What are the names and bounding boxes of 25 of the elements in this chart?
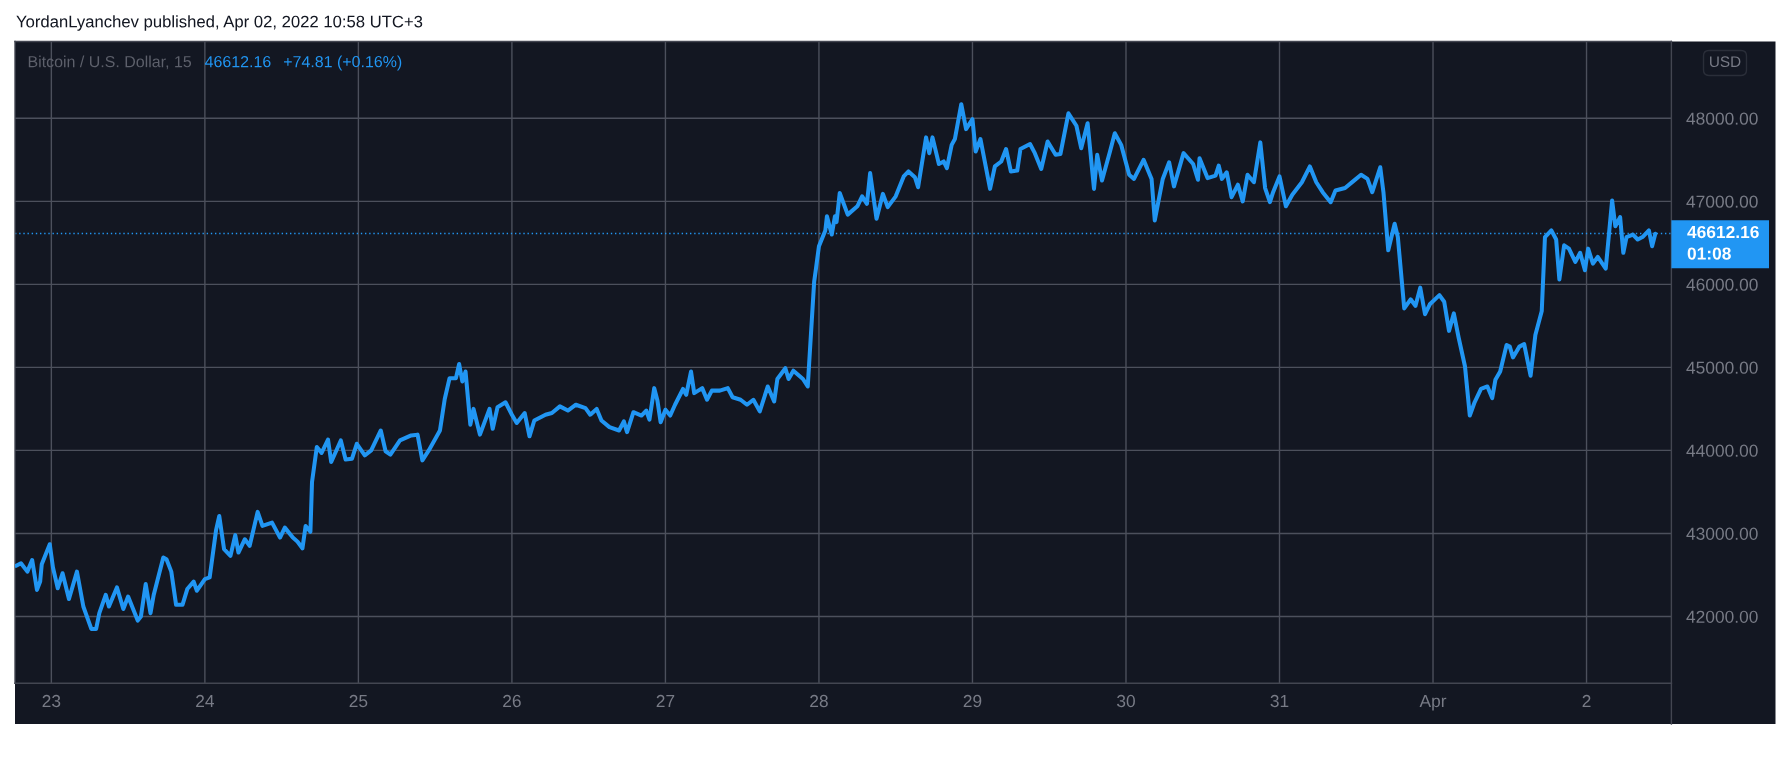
x-tick-label: 25 (349, 694, 368, 708)
y-tick-label: 44000.00 (1686, 444, 1758, 457)
x-tick-label: 31 (1270, 694, 1289, 708)
ref-line-label: 46612.16 (1687, 225, 1759, 239)
x-tick-label: 26 (503, 694, 521, 708)
x-tick-label: 29 (963, 694, 982, 708)
y-tick-label: 48000.00 (1686, 112, 1758, 125)
x-tick-label: 27 (656, 694, 675, 707)
x-tick-label: Apr (1419, 695, 1447, 711)
text: 01:08 (1687, 247, 1731, 260)
y-tick-label: 42000.00 (1686, 610, 1758, 623)
text: Bitcoin / U.S. Dollar, 15 (28, 55, 192, 70)
y-tick-label: 45000.00 (1686, 361, 1758, 374)
x-tick-label: 23 (42, 694, 61, 708)
x-tick-label: 30 (1116, 694, 1135, 708)
y-tick-label: 43000.00 (1686, 527, 1758, 540)
y-tick-label: 47000.00 (1686, 195, 1758, 208)
chart-title: YordanLyanchev published, Apr 02, 2022 10:58 UTC+3 (16, 15, 423, 31)
annotation: +74.81 (+0.16%) (284, 55, 402, 71)
y-tick-label: 46000.00 (1686, 278, 1758, 291)
annotation: 46612.16 (204, 55, 271, 68)
x-tick-label: 2 (1582, 694, 1591, 707)
x-tick-label: 24 (196, 694, 215, 707)
x-tick-label: 28 (810, 694, 828, 708)
text: USD (1710, 56, 1741, 68)
